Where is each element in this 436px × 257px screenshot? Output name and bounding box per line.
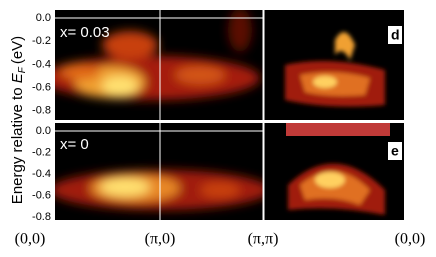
x-tick-label: (0,0) xyxy=(15,231,46,248)
letter-background xyxy=(388,142,402,160)
y-tick-label: -0.6 xyxy=(32,82,51,94)
y-tick-label: -0.8 xyxy=(32,105,51,117)
guide-lines xyxy=(55,10,404,220)
y-tick-label: -0.2 xyxy=(32,35,51,47)
y-tick-label: -0.8 xyxy=(32,211,51,223)
x-tick-label: (π,0) xyxy=(145,231,176,248)
intensity-map-bottom-left xyxy=(55,123,263,220)
y-tick-label: -0.4 xyxy=(32,168,51,180)
intensity-map-top-left xyxy=(55,10,263,120)
intensity-map-top-right xyxy=(264,10,404,120)
doping-label: x= 0 xyxy=(60,136,89,153)
panel-letter: d xyxy=(391,27,400,43)
y-tick-label: -0.4 xyxy=(32,58,51,70)
x-tick-label: (π,π) xyxy=(248,231,279,248)
y-tick-label: 0.0 xyxy=(36,125,51,137)
panel-letter: e xyxy=(391,143,399,159)
y-tick-label: -0.6 xyxy=(32,189,51,201)
intensity-map-bottom-right xyxy=(264,123,404,220)
x-tick-label: (0,0) xyxy=(395,231,426,248)
letter-background xyxy=(388,26,402,44)
y-tick-label: -0.2 xyxy=(32,146,51,158)
y-tick-label: 0.0 xyxy=(36,12,51,24)
doping-label: x= 0.03 xyxy=(60,24,110,41)
y-axis-label: Energy relative to EF(eV) xyxy=(9,36,28,204)
